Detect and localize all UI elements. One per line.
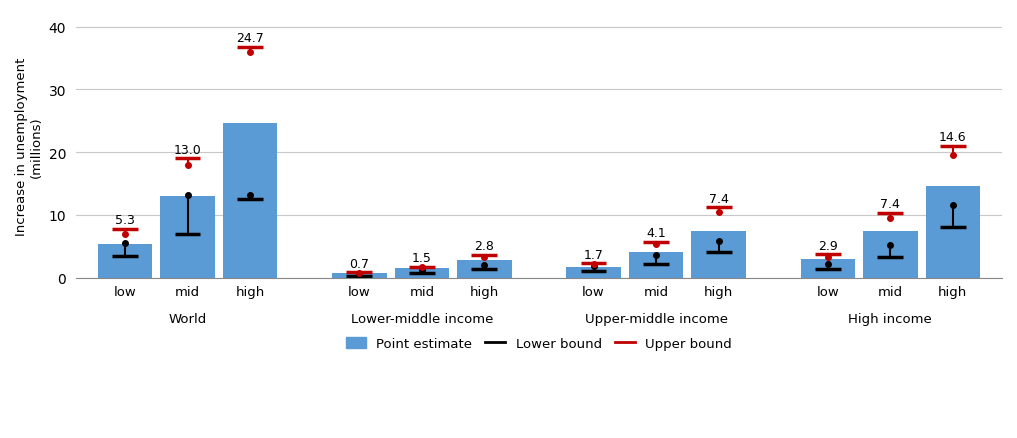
Legend: Point estimate, Lower bound, Upper bound: Point estimate, Lower bound, Upper bound (341, 332, 737, 356)
Text: 2.8: 2.8 (474, 240, 494, 253)
Bar (800, 260, 855, 278)
Bar (332, 273, 386, 278)
Text: World: World (169, 312, 206, 325)
Bar (863, 232, 917, 278)
Text: 14.6: 14.6 (939, 131, 967, 144)
Text: 7.4: 7.4 (709, 192, 728, 205)
Bar (457, 260, 512, 278)
Text: 1.7: 1.7 (584, 248, 603, 261)
Text: High income: High income (848, 312, 933, 325)
Text: 24.7: 24.7 (236, 32, 264, 45)
Bar (629, 252, 683, 278)
Bar (692, 232, 745, 278)
Text: 7.4: 7.4 (881, 198, 900, 211)
Bar (395, 268, 450, 278)
Text: 1.5: 1.5 (412, 251, 432, 265)
Bar (161, 197, 215, 278)
Text: 0.7: 0.7 (349, 257, 369, 270)
Text: 2.9: 2.9 (818, 239, 838, 252)
Text: 4.1: 4.1 (646, 227, 666, 240)
Bar (98, 245, 153, 278)
Bar (566, 267, 620, 278)
Text: Upper-middle income: Upper-middle income (585, 312, 727, 325)
Y-axis label: Increase in unemployment
(millions): Increase in unemployment (millions) (15, 57, 43, 235)
Bar (223, 123, 278, 278)
Text: 13.0: 13.0 (174, 144, 201, 156)
Bar (925, 187, 980, 278)
Text: 5.3: 5.3 (115, 214, 135, 226)
Text: Lower-middle income: Lower-middle income (351, 312, 493, 325)
